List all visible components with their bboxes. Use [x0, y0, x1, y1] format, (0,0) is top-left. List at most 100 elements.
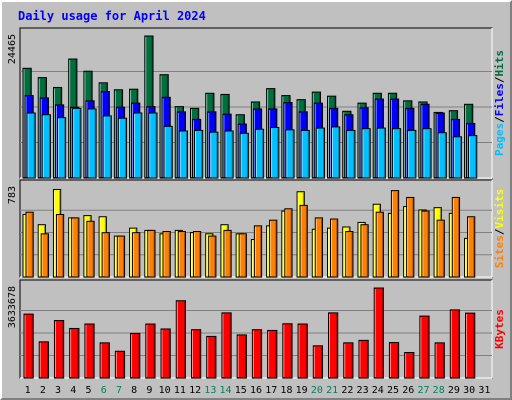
bar-pages-day-29 [452, 136, 463, 179]
legend-item: Visits [493, 189, 506, 229]
bar-sites-day-21 [330, 218, 339, 278]
bar-pages-day-8 [133, 112, 143, 179]
x-tick-label: 22 [341, 385, 353, 396]
bar-sites-day-11 [177, 231, 186, 278]
bar-pages-day-1 [26, 112, 36, 179]
x-tick-label: 20 [311, 385, 323, 396]
bar-pages-day-30 [468, 135, 478, 179]
bar-kbytes-day-4 [69, 327, 80, 379]
bar-kbytes-day-19 [297, 323, 308, 379]
panel-kbytes: 3633678 KBytes [7, 279, 506, 379]
bar-kbytes-day-9 [145, 323, 156, 379]
bar-pages-day-21 [331, 126, 341, 179]
bar-sites-day-28 [436, 219, 445, 278]
legend-item: Files [493, 83, 506, 116]
bar-sites-day-6 [101, 232, 110, 278]
chart-panels: 24465Pages/Files/Hits783Sites/Visits3633… [7, 27, 506, 379]
bar-sites-day-20 [314, 217, 324, 278]
bar-sites-day-8 [132, 232, 141, 278]
x-tick-label: 12 [189, 385, 201, 396]
bar-sites-day-2 [40, 233, 49, 278]
bar-pages-day-19 [300, 129, 310, 179]
bar-kbytes-day-15 [236, 334, 247, 379]
bar-pages-day-6 [102, 115, 112, 179]
bar-kbytes-day-12 [190, 329, 202, 379]
x-tick-label: 23 [357, 385, 369, 396]
x-tick-label: 1 [25, 385, 31, 396]
bar-kbytes-day-3 [53, 320, 65, 379]
x-tick-label: 17 [265, 385, 277, 396]
legend-item: Sites [493, 235, 506, 268]
bar-kbytes-day-11 [175, 300, 186, 379]
x-tick-label: 26 [402, 385, 414, 396]
bar-pages-day-13 [209, 131, 219, 179]
x-tick-label: 21 [326, 385, 338, 396]
legend-kbytes: KBytes [493, 309, 506, 349]
x-tick-label: 7 [116, 385, 122, 396]
bar-kbytes-day-25 [388, 342, 400, 379]
bar-kbytes-day-5 [84, 323, 95, 379]
bar-sites-day-19 [299, 204, 308, 278]
y-max-label: 3633678 [7, 286, 18, 328]
x-tick-label: 6 [101, 385, 107, 396]
x-tick-label: 15 [235, 385, 247, 396]
bar-sites-day-4 [71, 217, 80, 278]
x-tick-label: 24 [372, 385, 384, 396]
bar-pages-day-11 [178, 130, 188, 179]
legend-separator: / [493, 76, 506, 83]
bar-sites-day-9 [147, 229, 156, 278]
bar-sites-day-30 [467, 216, 476, 278]
bar-pages-day-7 [117, 117, 128, 179]
bar-pages-day-24 [376, 127, 386, 179]
bar-sites-day-10 [162, 231, 171, 278]
bar-sites-day-22 [345, 231, 354, 278]
y-max-label: 783 [7, 186, 18, 204]
panel-hits-files-pages: 24465 Pages/Files/Hits [7, 27, 506, 179]
x-axis-labels: 1 2 3 4 5 6 7 8 9 10 11 12 13 14 15 16 17 18 19 20 21 22 23 24 2… [25, 385, 491, 396]
bar-kbytes-day-22 [343, 342, 354, 379]
bar-kbytes-day-17 [267, 329, 278, 379]
bar-sites-day-18 [284, 208, 293, 278]
bar-sites-day-25 [390, 190, 400, 278]
bar-pages-day-25 [391, 128, 402, 179]
bar-kbytes-day-2 [38, 341, 49, 379]
bar-kbytes-day-21 [328, 312, 339, 379]
bar-kbytes-day-14 [221, 312, 232, 379]
bar-pages-day-18 [285, 129, 295, 179]
bar-sites-day-13 [208, 235, 217, 278]
bar-pages-day-27 [422, 128, 432, 179]
bar-kbytes-day-30 [465, 312, 476, 379]
x-tick-label: 18 [280, 385, 292, 396]
bar-sites-day-24 [375, 211, 384, 278]
bar-pages-day-20 [315, 127, 326, 179]
bar-sites-day-14 [223, 229, 232, 278]
x-tick-label: 13 [204, 385, 216, 396]
bar-sites-day-26 [406, 196, 415, 278]
bar-kbytes-day-27 [419, 315, 430, 379]
x-tick-label: 5 [86, 385, 92, 396]
y-max-label: 24465 [7, 34, 18, 64]
bar-kbytes-day-28 [434, 342, 445, 379]
x-tick-label: 27 [417, 385, 429, 396]
legend-visits-sites: Sites/Visits [493, 189, 506, 269]
bar-sites-day-23 [360, 224, 369, 278]
bar-pages-day-12 [193, 129, 204, 179]
x-tick-label: 11 [174, 385, 186, 396]
bar-pages-day-16 [254, 128, 265, 179]
bar-pages-day-23 [361, 128, 371, 179]
bar-kbytes-day-10 [160, 328, 171, 379]
x-tick-label: 10 [159, 385, 171, 396]
bar-sites-day-17 [269, 219, 278, 278]
bar-sites-day-3 [55, 213, 65, 278]
bar-sites-day-27 [421, 210, 430, 278]
bar-sites-day-12 [192, 231, 202, 278]
x-tick-label: 30 [463, 385, 475, 396]
x-tick-label: 16 [250, 385, 262, 396]
bar-kbytes-day-8 [130, 332, 141, 379]
panel-visits-sites: 783 Sites/Visits [7, 179, 506, 278]
bar-kbytes-day-13 [206, 335, 217, 379]
bar-kbytes-day-29 [449, 309, 461, 379]
legend-hits-files-pages: Pages/Files/Hits [493, 50, 506, 156]
bar-pages-day-9 [148, 112, 158, 179]
